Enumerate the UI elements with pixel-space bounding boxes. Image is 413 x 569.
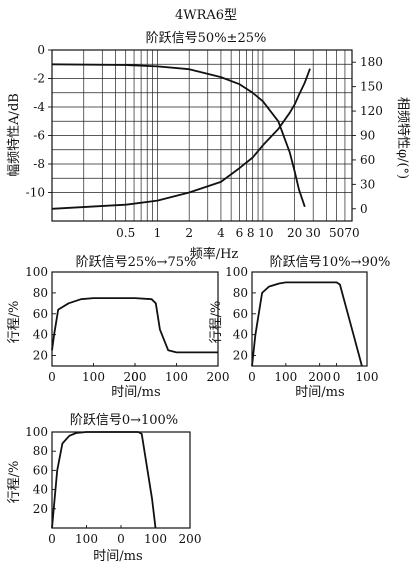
step-y-tick-label: 20 — [33, 349, 48, 363]
step2-y-label: 行程/% — [209, 301, 224, 344]
freq-chart-title: 阶跃信号50%±25% — [146, 31, 267, 46]
step2-curve — [251, 281, 363, 367]
freq-x-tick-label: 1 — [154, 226, 162, 240]
step-x-tick-label: 100 — [165, 370, 188, 384]
freq-left-tick-label: -8 — [33, 157, 45, 171]
step3-y-label: 行程/% — [7, 461, 22, 504]
freq-x-tick-label: 30 — [306, 226, 321, 240]
step-y-tick-label: 80 — [233, 286, 248, 300]
freq-left-tick-label: -2 — [33, 72, 45, 86]
step-x-tick-label: 200 — [124, 370, 147, 384]
freq-right-tick-label: 30 — [360, 177, 375, 191]
step-x-tick-label: 0 — [333, 370, 341, 384]
freq-left-y-label: 幅频特性A/dB — [7, 93, 22, 177]
freq-x-tick-label: 50 — [329, 226, 344, 240]
step-x-tick-label: 0 — [117, 532, 125, 546]
amplitude-curve — [51, 63, 306, 208]
freq-x-label: 频率/Hz — [190, 246, 239, 262]
figure-title: 4WRA6型 — [175, 8, 237, 23]
step-y-tick-label: 60 — [33, 463, 48, 477]
step-y-tick-label: 40 — [33, 328, 48, 342]
step-x-tick-label: 200 — [179, 532, 202, 546]
phase-curve — [51, 68, 311, 210]
freq-x-tick-label: 2 — [185, 226, 193, 240]
step-x-tick-label: 200 — [308, 370, 331, 384]
step-y-tick-label: 60 — [33, 307, 48, 321]
step-x-tick-label: 0 — [48, 532, 56, 546]
step-y-tick-label: 80 — [33, 444, 48, 458]
step-x-tick-label: 100 — [75, 532, 98, 546]
step-y-tick-label: 100 — [25, 425, 48, 439]
freq-right-tick-label: 180 — [360, 55, 383, 69]
step-x-tick-label: 100 — [82, 370, 105, 384]
freq-left-tick-label: -10 — [26, 186, 45, 200]
step2-x-label: 时间/ms — [295, 385, 344, 400]
step-y-tick-label: 100 — [25, 265, 48, 279]
step2-plot-frame — [251, 271, 368, 367]
step2-title: 阶跃信号10%→90% — [270, 255, 391, 270]
freq-right-tick-label: 0 — [360, 202, 368, 216]
step-y-tick-label: 20 — [233, 349, 248, 363]
freq-x-tick-label: 6 — [236, 226, 244, 240]
step-x-tick-label: 100 — [144, 532, 167, 546]
step3-curve — [51, 431, 157, 529]
step-y-tick-label: 80 — [33, 286, 48, 300]
freq-right-tick-label: 60 — [360, 153, 375, 167]
step1-y-ticks: 100 80 60 40 20 — [25, 265, 56, 363]
step3-x-label: 时间/ms — [93, 549, 142, 564]
freq-x-ticks: 0.5 1 2 4 6 8 10 20 30 50 70 — [116, 226, 359, 240]
step-x-tick-label: 100 — [356, 370, 379, 384]
step2-y-ticks: 100 80 60 40 20 — [225, 265, 256, 363]
step-x-tick-label: 200 — [207, 370, 230, 384]
freq-left-tick-label: -4 — [33, 100, 45, 114]
freq-x-tick-label: 4 — [217, 226, 225, 240]
step3-title: 阶跃信号0→100% — [70, 413, 178, 428]
step1-curve — [51, 297, 218, 354]
step-x-tick-label: 0 — [48, 370, 56, 384]
step3-plot-frame — [51, 431, 191, 529]
step-y-tick-label: 60 — [233, 307, 248, 321]
step-y-tick-label: 20 — [33, 502, 48, 516]
step3-y-ticks: 100 80 60 40 20 — [25, 425, 56, 516]
step-x-tick-label: 100 — [274, 370, 297, 384]
freq-right-ticks: 180 150 120 90 60 30 0 — [352, 55, 383, 216]
step1-y-label: 行程/% — [7, 301, 22, 344]
step1-title: 阶跃信号25%→75% — [76, 255, 197, 270]
step3-x-ticks: 0 100 0 100 200 — [48, 525, 201, 546]
step-y-tick-label: 100 — [225, 265, 248, 279]
step-x-tick-label: 0 — [248, 370, 256, 384]
step-y-tick-label: 40 — [33, 483, 48, 497]
freq-left-tick-label: -6 — [33, 129, 45, 143]
freq-left-tick-label: 0 — [37, 43, 45, 57]
freq-right-y-label: 相频特性φ/(°) — [395, 97, 410, 179]
step1-x-label: 时间/ms — [111, 385, 160, 400]
step-y-tick-label: 40 — [233, 328, 248, 342]
freq-grid — [52, 50, 353, 221]
freq-right-tick-label: 120 — [360, 104, 383, 118]
freq-right-tick-label: 150 — [360, 80, 383, 94]
freq-x-tick-label: 8 — [247, 226, 255, 240]
freq-x-tick-label: 10 — [258, 226, 273, 240]
step2-x-ticks: 0 100 200 0 100 — [248, 363, 378, 384]
freq-right-tick-label: 90 — [360, 129, 375, 143]
freq-x-tick-label: 0.5 — [116, 226, 135, 240]
freq-left-ticks: 0 -2 -4 -6 -8 -10 — [26, 43, 52, 200]
freq-x-tick-label: 20 — [287, 226, 302, 240]
step-x-tick-label: 0 — [131, 370, 139, 384]
freq-x-tick-label: 70 — [344, 226, 359, 240]
freq-response-chart: 阶跃信号50%±25% 0-2-4-6-8-10 180150120906030… — [7, 31, 410, 262]
